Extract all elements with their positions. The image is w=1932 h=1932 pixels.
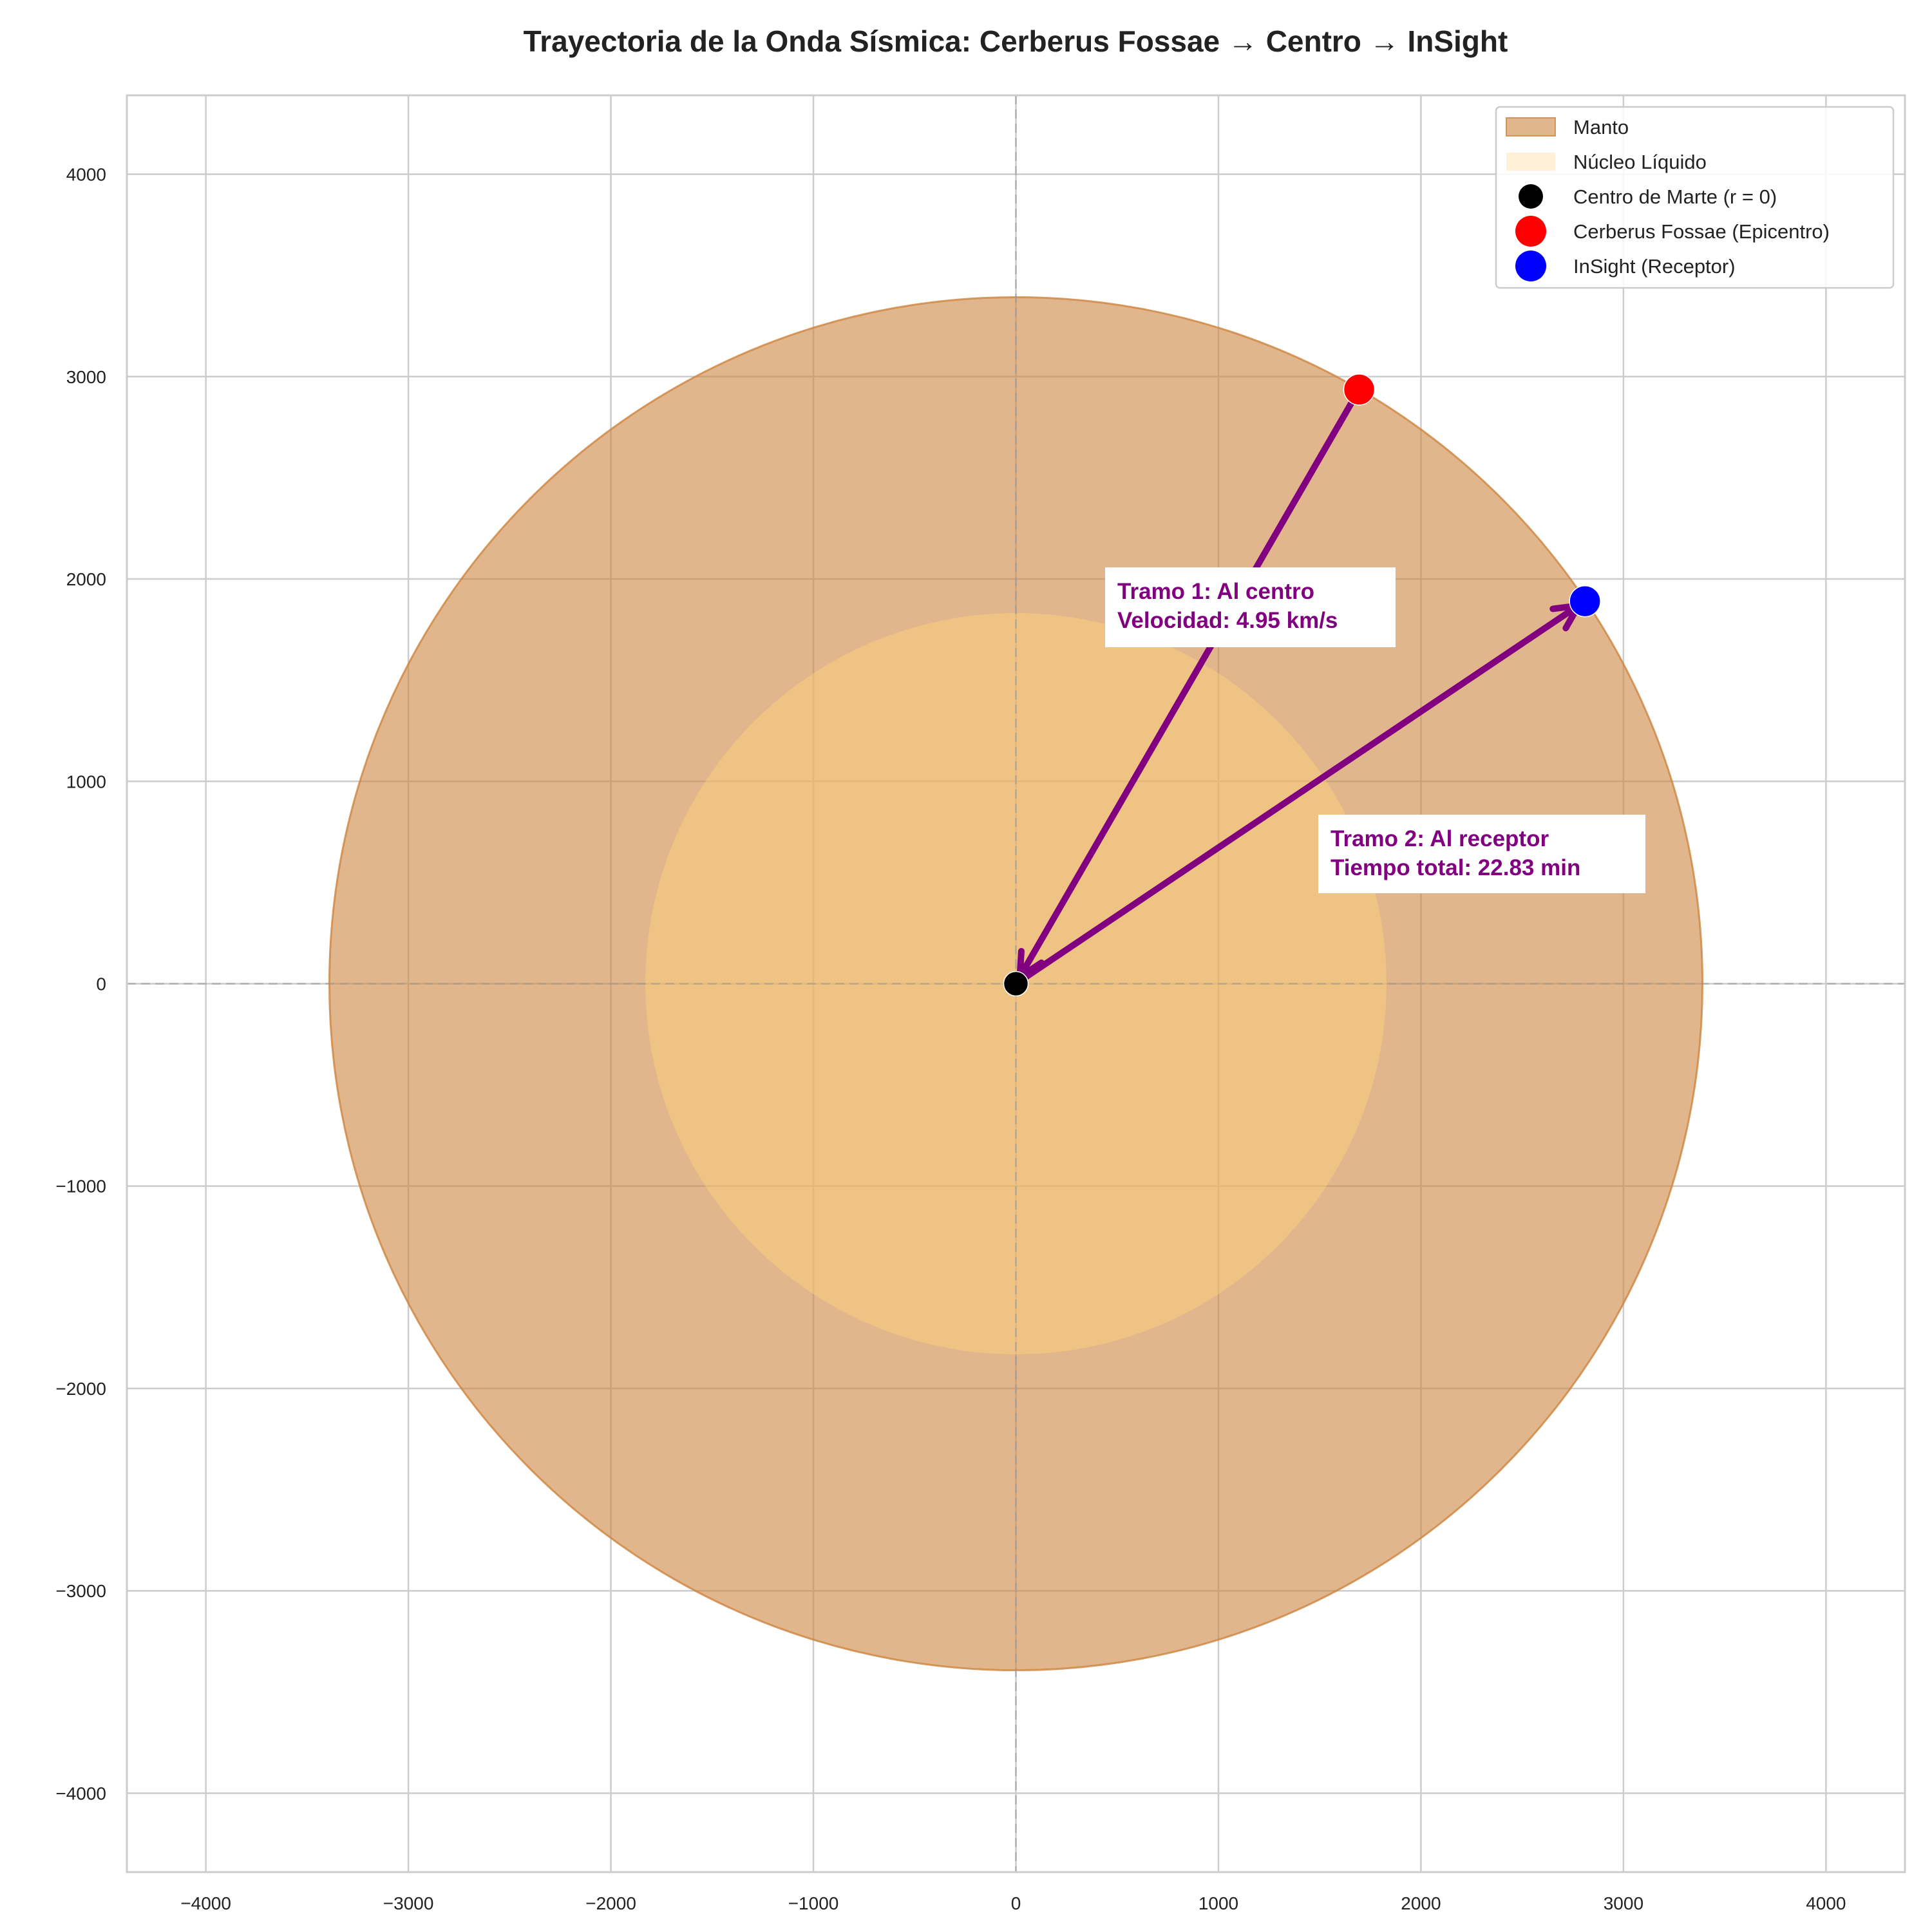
x-tick-label: −1000 <box>788 1893 839 1913</box>
axes-frame <box>126 94 1906 1873</box>
legend-swatch <box>1506 117 1556 137</box>
annotation-text: Tramo 1: Al centro <box>1117 579 1314 604</box>
annotation-text: Tiempo total: 22.83 min <box>1331 855 1580 880</box>
annotation-text: Velocidad: 4.95 km/s <box>1117 608 1338 633</box>
legend-label: InSight (Receptor) <box>1573 255 1736 278</box>
legend-label: Núcleo Líquido <box>1573 151 1707 173</box>
legend-box <box>1495 106 1895 289</box>
legend-marker <box>1515 251 1546 281</box>
legend-marker <box>1515 216 1546 247</box>
y-tick-label: 1000 <box>66 772 106 791</box>
y-tick-label: −3000 <box>55 1581 106 1601</box>
x-tick-label: −4000 <box>180 1893 231 1913</box>
y-tick-label: −2000 <box>55 1379 106 1399</box>
y-tick-label: 0 <box>96 974 106 994</box>
legend-label: Manto <box>1573 116 1629 138</box>
point <box>1569 585 1601 618</box>
y-tick-label: 2000 <box>66 569 106 589</box>
y-tick-label: 3000 <box>66 367 106 387</box>
chart-title: Trayectoria de la Onda Sísmica: Cerberus… <box>524 24 1508 58</box>
annotation-box <box>1105 567 1396 647</box>
legend-label: Centro de Marte (r = 0) <box>1573 185 1777 208</box>
arrow-shaft <box>1012 602 1582 987</box>
annotation-text: Tramo 2: Al receptor <box>1331 826 1549 851</box>
y-tick-label: 4000 <box>66 165 106 185</box>
x-tick-label: 2000 <box>1401 1893 1441 1913</box>
y-tick-label: −1000 <box>55 1177 106 1197</box>
y-tick-label: −4000 <box>55 1783 106 1803</box>
legend-swatch <box>1506 153 1555 171</box>
x-tick-label: −3000 <box>383 1893 434 1913</box>
arrow-shaft <box>1016 386 1363 981</box>
x-tick-label: 0 <box>1011 1893 1021 1913</box>
x-tick-label: 1000 <box>1198 1893 1238 1913</box>
legend-marker <box>1519 184 1543 209</box>
x-tick-label: 3000 <box>1604 1893 1643 1913</box>
point <box>1343 374 1376 406</box>
point <box>1003 971 1029 997</box>
x-tick-label: −2000 <box>585 1893 636 1913</box>
annotation-box <box>1318 815 1645 893</box>
x-tick-label: 4000 <box>1806 1893 1846 1913</box>
legend-label: Cerberus Fossae (Epicentro) <box>1573 220 1830 243</box>
